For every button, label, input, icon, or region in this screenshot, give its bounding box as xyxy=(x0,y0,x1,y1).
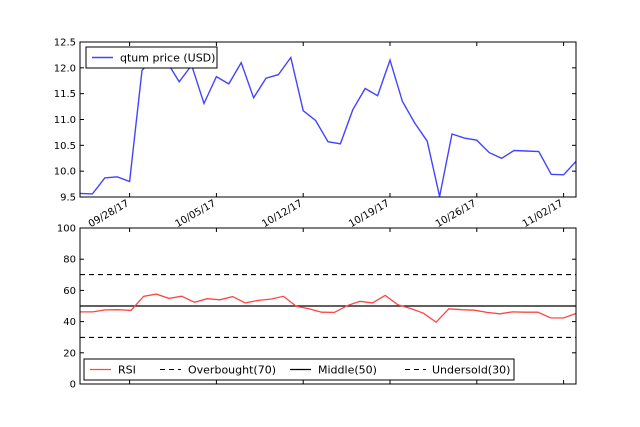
rsi-legend: RSI Overbought(70) Middle(50) Undersold(… xyxy=(83,358,515,381)
rsi-plot-frame xyxy=(79,227,577,385)
price-ytick-label: 11.0 xyxy=(54,115,76,126)
price-series-line xyxy=(79,55,577,197)
price-xtick-label: 09/28/17 xyxy=(87,198,131,230)
rsi-ytick-label: 0 xyxy=(70,380,76,391)
price-ytick-label: 10.5 xyxy=(54,141,76,152)
price-legend: qtum price (USD) xyxy=(85,46,218,69)
overbought-legend-label: Overbought(70) xyxy=(188,364,276,377)
price-xtick-label: 10/19/17 xyxy=(347,198,391,230)
price-x-ticks: 09/28/17 10/05/17 10/12/17 10/19/17 10/26/17… xyxy=(87,42,565,230)
price-ytick-label: 12.0 xyxy=(54,63,76,74)
price-legend-box xyxy=(85,46,218,69)
price-panel: 9.5 10.0 10.5 11.0 11.5 12.0 12.5 qtum price (… xyxy=(54,38,577,230)
rsi-ytick-label: 60 xyxy=(63,286,76,297)
price-xtick-label: 11/02/17 xyxy=(521,198,565,230)
price-axis-ticks: 9.5 10.0 10.5 11.0 11.5 12.0 12.5 xyxy=(54,38,576,204)
price-plot-frame xyxy=(79,41,577,198)
rsi-ytick-label: 40 xyxy=(63,317,76,328)
rsi-panel: 0 20 40 60 80 100 RSI Overbought(70) Middle(5… xyxy=(57,224,577,391)
price-legend-label: qtum price (USD) xyxy=(120,52,215,65)
price-xtick-label: 10/05/17 xyxy=(173,198,217,230)
price-ytick-label: 12.5 xyxy=(54,38,76,49)
middle-legend-label: Middle(50) xyxy=(318,364,377,377)
price-xtick-label: 10/12/17 xyxy=(260,198,304,230)
rsi-ytick-label: 100 xyxy=(57,224,76,235)
rsi-ytick-label: 20 xyxy=(63,348,76,359)
price-ytick-label: 11.5 xyxy=(54,89,76,100)
price-ytick-label: 10.0 xyxy=(54,167,76,178)
rsi-ytick-label: 80 xyxy=(63,255,76,266)
rsi-series-line xyxy=(80,293,577,324)
price-xtick-label: 10/26/17 xyxy=(434,198,478,230)
price-ytick-label: 9.5 xyxy=(60,193,76,204)
undersold-legend-label: Undersold(30) xyxy=(432,364,510,377)
rsi-legend-label: RSI xyxy=(118,364,136,377)
